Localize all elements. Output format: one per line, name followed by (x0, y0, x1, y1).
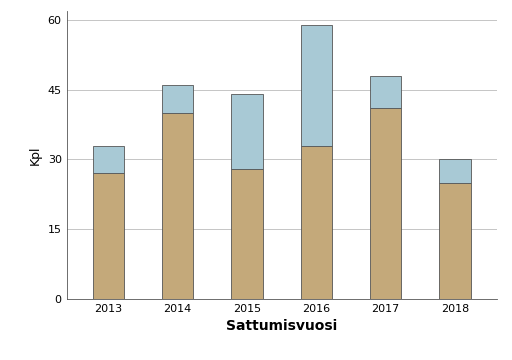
Bar (439, 183, 471, 299)
Bar (162, 85, 193, 113)
Y-axis label: Kpl: Kpl (29, 145, 42, 165)
Bar (231, 94, 263, 169)
Bar (301, 25, 332, 145)
Bar (93, 174, 124, 299)
Bar (370, 76, 401, 108)
Bar (301, 145, 332, 299)
Bar (162, 113, 193, 299)
Bar (93, 145, 124, 174)
Bar (439, 159, 471, 183)
Bar (370, 108, 401, 299)
X-axis label: Sattumisvuosi: Sattumisvuosi (226, 319, 337, 333)
Bar (231, 169, 263, 299)
